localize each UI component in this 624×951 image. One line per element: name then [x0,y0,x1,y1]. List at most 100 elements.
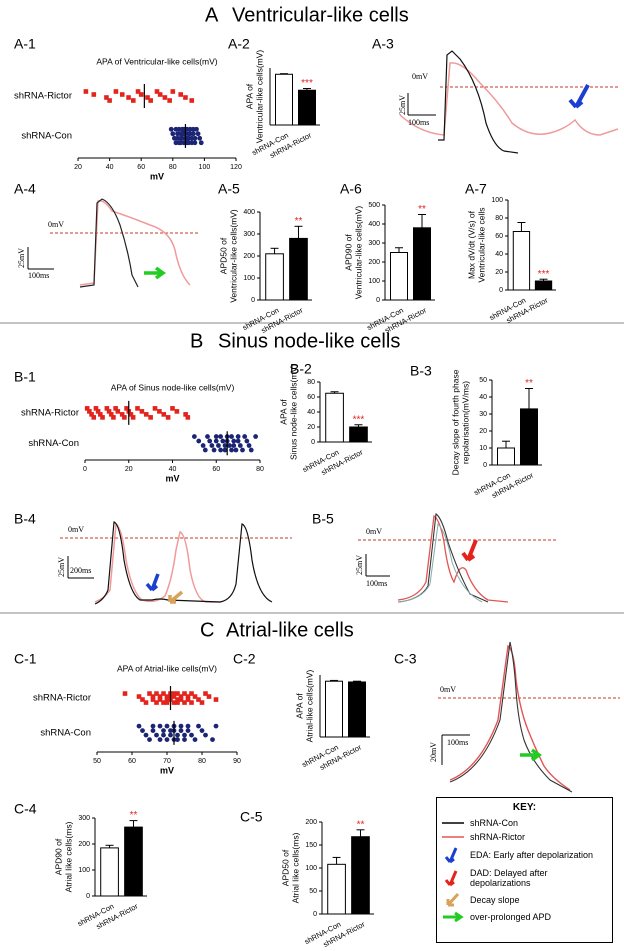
dot [89,412,94,417]
dot [213,434,219,439]
y-axis-label: APD90 of [53,838,63,875]
bar [390,252,408,301]
dot [206,694,212,699]
dot [147,691,152,696]
key-icon [446,892,460,907]
dot [195,131,201,137]
dot [231,438,237,444]
dot [143,700,149,705]
key-text: DAD: Delayed after depolarizations [470,868,548,888]
bar [124,826,143,897]
section-title: Ventricular-like cells [232,4,409,26]
dot [175,732,180,738]
y-tick-label: 0 [483,462,487,469]
y-axis-label: Atrial like cells(ms) [63,821,73,892]
dot [161,732,166,738]
dot [175,700,180,705]
key-text: over-prolonged APD [470,912,552,922]
bar [534,280,553,291]
y-tick-label: 300 [368,240,380,247]
trace-panel: 0mV 25mV 100ms [17,198,198,288]
dot [248,447,254,453]
dot [150,723,156,729]
bar [298,89,316,126]
y-tick-label: 100 [243,275,255,282]
dot [199,728,205,734]
panel-label: A-5 [218,181,240,197]
dot [113,406,118,411]
key-text: EDA: Early after depolarization [470,850,594,860]
eda-arrow [145,573,160,592]
dot [220,438,226,444]
dot [231,443,237,448]
chart-title: APA of Sinus node-like cells(mV) [111,382,235,392]
y-tick-label: 150 [305,842,317,849]
y-tick-label: 0 [251,297,255,304]
category-label: shRNA-Rictor [21,407,79,418]
dot [122,691,128,696]
dot [152,406,158,411]
t-scale-label: 100ms [408,118,429,127]
y-tick-label: 0 [311,439,315,446]
dot [170,406,175,411]
dot [222,443,228,448]
dot [138,92,144,97]
y-tick-label: 50 [309,888,317,895]
dot [207,438,213,444]
y-tick-label: 0 [313,911,317,918]
dot [205,434,210,439]
category-label: shRNA-Rictor [14,91,72,102]
key-text: shRNA-Rictor [470,832,526,842]
zero-label: 0mV [440,685,456,694]
dot [213,723,219,729]
dot [178,694,184,699]
dot [140,697,145,702]
panel-label: B-2 [290,361,312,377]
dot [196,697,201,702]
dot [210,737,215,743]
y-axis-label: Sinus node-like cells(mV) [288,364,298,460]
x-tick-label: 60 [212,466,220,473]
dot [167,98,172,103]
bar [520,408,538,466]
y-tick-label: 60 [495,233,503,240]
dot [84,406,90,411]
apd-arrow [520,748,543,762]
x-tick-label: 0 [83,466,87,473]
dot [196,438,202,444]
dot [157,409,162,414]
dot [148,98,153,103]
y-tick-label: 100 [305,865,317,872]
dad-arrow [461,539,478,562]
dot [119,412,125,417]
y-tick-label: 100 [491,197,503,204]
y-axis-label: APD50 of [218,237,228,274]
panel-label: A-3 [372,36,394,52]
dot [182,700,187,705]
dot [203,732,208,738]
dot [135,406,140,411]
v-scale-label: 20mV [429,742,438,762]
bar [351,836,370,915]
x-tick-label: 70 [163,758,171,765]
trace-con [94,521,273,605]
dot [235,438,241,444]
y-tick-label: 300 [78,815,90,822]
dot [235,434,241,439]
x-tick-label: 80 [256,466,264,473]
dot [87,409,92,414]
dot [216,443,221,448]
significance: *** [353,414,365,425]
x-tick-label: 20 [74,164,82,171]
dot [174,409,180,414]
panel-label: B-4 [14,511,36,527]
dot [240,447,245,453]
trace-rictor [397,514,509,603]
y-tick-label: 50 [479,377,487,384]
dot [183,95,188,100]
dot [237,443,243,448]
dot [192,135,198,141]
y-tick-label: 60 [307,394,315,401]
y-axis-label: APA of [244,83,254,109]
